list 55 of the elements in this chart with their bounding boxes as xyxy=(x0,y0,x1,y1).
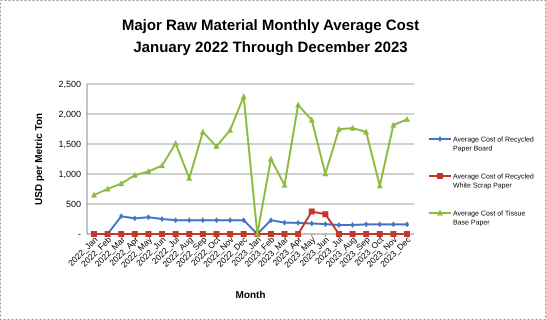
point xyxy=(336,126,342,132)
point xyxy=(104,186,111,192)
point xyxy=(282,220,287,226)
point xyxy=(350,231,356,237)
point xyxy=(145,231,152,237)
point xyxy=(200,128,206,134)
point xyxy=(159,162,166,168)
y-tick-label: 1,500 xyxy=(58,139,81,150)
y-tick-label: 2,500 xyxy=(58,79,81,90)
point xyxy=(240,93,247,100)
point xyxy=(363,231,370,237)
point xyxy=(172,231,179,237)
point xyxy=(295,231,302,237)
y-tick-label: 2,000 xyxy=(58,109,81,120)
point xyxy=(240,231,247,237)
y-tick-label: 1,000 xyxy=(58,169,81,180)
point xyxy=(308,208,315,214)
point xyxy=(390,231,396,237)
point xyxy=(363,128,370,134)
chart-title: Major Raw Material Monthly Average Cost January 2022 Through December 2023 xyxy=(122,17,420,56)
point xyxy=(282,231,288,237)
point xyxy=(132,172,138,178)
point xyxy=(268,217,274,224)
point xyxy=(404,116,410,122)
point xyxy=(118,231,124,237)
y-axis-title: USD per Metric Ton xyxy=(34,112,45,206)
point xyxy=(145,168,152,174)
point xyxy=(91,192,97,198)
point xyxy=(213,142,220,149)
point xyxy=(268,156,274,162)
point xyxy=(186,231,192,237)
point xyxy=(159,231,166,237)
point xyxy=(118,180,124,186)
point xyxy=(308,116,315,122)
point xyxy=(213,231,220,237)
point xyxy=(376,231,383,237)
point xyxy=(336,231,342,237)
point xyxy=(132,231,138,237)
point xyxy=(227,126,234,133)
point xyxy=(227,231,234,237)
x-axis-title: Month xyxy=(236,290,266,301)
point xyxy=(322,211,328,218)
y-tick-label: - xyxy=(78,229,81,240)
point xyxy=(172,140,179,146)
point xyxy=(404,231,410,237)
point xyxy=(390,122,396,128)
point xyxy=(186,174,192,181)
point xyxy=(310,220,314,226)
point xyxy=(404,221,410,228)
point xyxy=(350,124,356,131)
y-tick-label: 500 xyxy=(66,199,81,210)
point xyxy=(268,231,274,237)
point xyxy=(295,102,302,108)
point xyxy=(160,216,164,222)
point xyxy=(200,231,206,237)
